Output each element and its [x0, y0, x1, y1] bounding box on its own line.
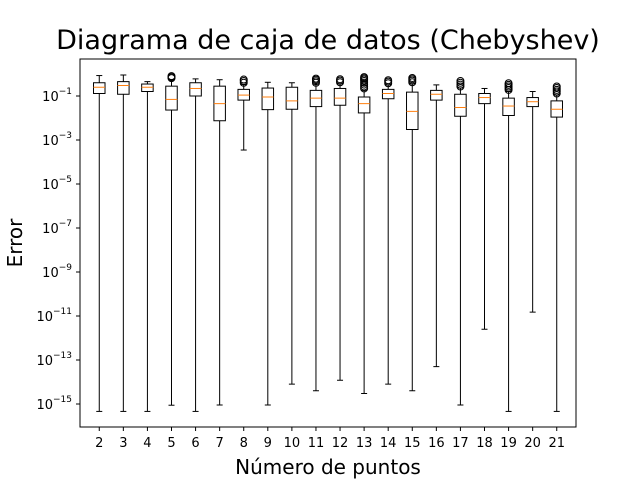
- y-tick-label: 10−3: [42, 131, 72, 149]
- x-axis-label: Número de puntos: [235, 455, 421, 479]
- box-13: [357, 73, 371, 395]
- x-tick-label: 2: [95, 436, 103, 451]
- x-tick-label: 8: [240, 436, 248, 451]
- iqr-box: [478, 92, 491, 105]
- x-tick-label: 12: [332, 436, 349, 451]
- x-tick-label: 13: [356, 436, 373, 451]
- x-tick-label: 21: [548, 436, 565, 451]
- iqr-box: [502, 97, 515, 116]
- box-8: [237, 75, 250, 151]
- iqr-box: [189, 82, 202, 97]
- box-5: [165, 72, 178, 406]
- x-tick-label: 18: [476, 436, 493, 451]
- outlier-point: [504, 79, 513, 88]
- plot-area: 10−1 10−3 10−5 10−7 10−9 10−11 10−13 10−15 2 3 4 5 6…: [36, 58, 577, 451]
- box-15: [406, 73, 419, 392]
- iqr-box: [430, 89, 443, 101]
- box-16: [430, 84, 443, 368]
- iqr-box: [165, 85, 178, 111]
- x-tick-label: 4: [143, 436, 151, 451]
- y-tick-label: 10−7: [42, 219, 72, 237]
- iqr-box: [93, 82, 106, 94]
- x-tick-label: 3: [119, 436, 127, 451]
- iqr-box: [454, 93, 467, 117]
- y-tick-label: 10−1: [42, 87, 72, 105]
- x-tick-label: 5: [167, 436, 175, 451]
- y-tick-label: 10−5: [42, 175, 72, 193]
- outlier-point: [408, 73, 417, 82]
- outlier-point: [456, 77, 465, 86]
- x-tick-label: 11: [308, 436, 325, 451]
- y-axis-label: Error: [3, 218, 27, 268]
- outlier-point: [384, 76, 393, 85]
- iqr-box: [117, 81, 130, 95]
- outlier-point: [360, 73, 369, 82]
- box-11: [309, 74, 323, 392]
- box-14: [381, 76, 395, 385]
- x-tick-label: 15: [404, 436, 421, 451]
- iqr-box: [285, 86, 299, 110]
- y-tick-label: 10−11: [36, 307, 72, 325]
- outlier-point: [311, 74, 320, 83]
- box-17: [454, 77, 467, 406]
- axes-frame: [79, 58, 577, 428]
- x-tick-label: 7: [216, 436, 224, 451]
- iqr-box: [357, 96, 371, 114]
- box-4: [141, 81, 154, 412]
- box-21: [550, 82, 563, 412]
- x-tick-label: 14: [380, 436, 397, 451]
- box-7: [213, 79, 226, 406]
- box-6: [189, 78, 202, 412]
- y-tick-label: 10−9: [42, 263, 72, 281]
- box-10: [285, 82, 299, 385]
- x-tick-label: 17: [452, 436, 469, 451]
- iqr-box: [141, 83, 154, 93]
- chart-title: Diagrama de caja de datos (Chebyshev): [56, 25, 600, 56]
- box-2: [93, 75, 106, 412]
- iqr-box: [381, 88, 395, 100]
- x-tick-label: 9: [264, 436, 272, 451]
- box-12: [333, 75, 347, 381]
- y-tick-label: 10−15: [36, 395, 72, 413]
- iqr-box: [333, 87, 347, 106]
- x-tick-label: 16: [428, 436, 445, 451]
- box-19: [502, 79, 515, 412]
- outlier-point: [336, 75, 345, 84]
- box-9: [261, 81, 275, 406]
- box-20: [526, 91, 539, 313]
- x-tick-label: 19: [500, 436, 517, 451]
- box-18: [478, 87, 491, 330]
- y-tick-label: 10−13: [36, 351, 72, 369]
- iqr-box: [406, 91, 419, 131]
- outlier-point: [552, 82, 561, 91]
- iqr-box: [261, 87, 275, 111]
- x-tick-label: 10: [284, 436, 301, 451]
- x-tick-label: 6: [191, 436, 199, 451]
- outlier-point: [239, 75, 248, 84]
- box-3: [117, 74, 130, 412]
- x-tick-label: 20: [524, 436, 541, 451]
- outlier-point: [167, 72, 176, 81]
